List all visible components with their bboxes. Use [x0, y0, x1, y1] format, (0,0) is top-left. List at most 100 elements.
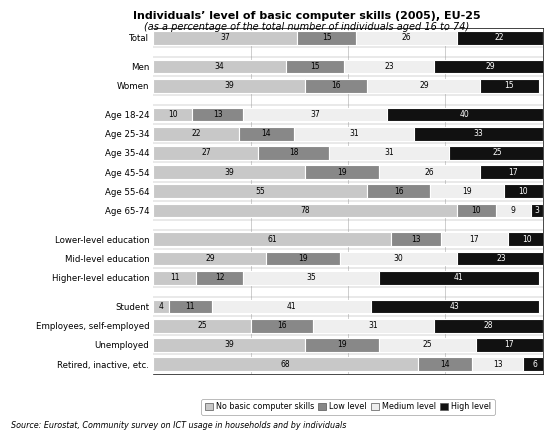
Bar: [153, 232, 391, 246]
Bar: [367, 79, 480, 92]
Bar: [153, 184, 367, 198]
Text: 29: 29: [205, 254, 215, 263]
Text: 25: 25: [197, 321, 207, 330]
Text: 10: 10: [518, 187, 528, 196]
Bar: [496, 203, 531, 217]
Text: 16: 16: [394, 187, 403, 196]
Text: 22: 22: [495, 33, 505, 42]
Bar: [153, 60, 286, 73]
Bar: [243, 271, 379, 285]
Bar: [153, 251, 266, 265]
Bar: [153, 31, 298, 44]
Text: 40: 40: [460, 110, 470, 119]
Bar: [480, 79, 539, 92]
Text: Individuals’ level of basic computer skills (2005), EU-25: Individuals’ level of basic computer ski…: [133, 11, 481, 21]
Text: 35: 35: [306, 273, 316, 282]
Bar: [294, 127, 414, 140]
Text: 9: 9: [511, 206, 516, 215]
Text: 37: 37: [310, 110, 320, 119]
Text: 4: 4: [159, 302, 164, 311]
Text: 26: 26: [425, 168, 435, 177]
Text: 17: 17: [505, 340, 514, 349]
Bar: [480, 165, 546, 179]
Bar: [251, 319, 313, 333]
Text: 61: 61: [267, 235, 277, 244]
Text: 22: 22: [191, 129, 201, 138]
Bar: [531, 203, 543, 217]
Bar: [379, 165, 480, 179]
Text: 11: 11: [186, 302, 195, 311]
Text: 39: 39: [225, 168, 234, 177]
Text: 13: 13: [411, 235, 421, 244]
Text: 16: 16: [332, 81, 341, 90]
Bar: [153, 319, 251, 333]
Bar: [441, 232, 507, 246]
Text: 15: 15: [310, 62, 319, 71]
Bar: [449, 146, 546, 160]
Text: 12: 12: [215, 273, 224, 282]
Bar: [243, 108, 387, 121]
Text: 25: 25: [423, 340, 432, 349]
Text: 25: 25: [493, 148, 503, 157]
Bar: [196, 271, 243, 285]
Text: 15: 15: [505, 81, 514, 90]
Text: 31: 31: [349, 129, 358, 138]
Bar: [367, 184, 430, 198]
Text: 34: 34: [215, 62, 225, 71]
Bar: [305, 338, 379, 352]
Bar: [523, 357, 546, 371]
Text: 19: 19: [299, 254, 308, 263]
Bar: [391, 232, 441, 246]
Text: 11: 11: [170, 273, 180, 282]
Text: 17: 17: [470, 235, 480, 244]
Bar: [328, 146, 449, 160]
Text: 29: 29: [485, 62, 495, 71]
Text: 13: 13: [493, 359, 503, 368]
Bar: [379, 271, 539, 285]
Bar: [305, 79, 367, 92]
Text: 23: 23: [384, 62, 393, 71]
Text: 15: 15: [322, 33, 332, 42]
Bar: [457, 203, 496, 217]
Bar: [372, 299, 539, 313]
Text: 37: 37: [220, 33, 230, 42]
Bar: [387, 108, 543, 121]
Bar: [192, 108, 243, 121]
Text: 10: 10: [168, 110, 178, 119]
Bar: [344, 60, 433, 73]
Text: 39: 39: [225, 81, 234, 90]
Bar: [266, 251, 340, 265]
Bar: [414, 127, 543, 140]
Text: 6: 6: [532, 359, 537, 368]
Bar: [259, 146, 329, 160]
Text: 41: 41: [454, 273, 464, 282]
Text: 41: 41: [287, 302, 296, 311]
Bar: [305, 165, 379, 179]
Text: 14: 14: [441, 359, 450, 368]
Bar: [153, 146, 259, 160]
Bar: [153, 299, 169, 313]
Text: 13: 13: [213, 110, 222, 119]
Text: 10: 10: [472, 206, 481, 215]
Bar: [457, 31, 543, 44]
Bar: [153, 127, 239, 140]
Bar: [356, 31, 457, 44]
Text: 28: 28: [483, 321, 493, 330]
Text: 55: 55: [255, 187, 265, 196]
Bar: [433, 60, 546, 73]
Text: 19: 19: [462, 187, 471, 196]
Text: 78: 78: [300, 206, 310, 215]
Text: 27: 27: [201, 148, 211, 157]
Bar: [153, 271, 196, 285]
Bar: [153, 203, 457, 217]
Bar: [340, 251, 457, 265]
Bar: [507, 232, 546, 246]
Bar: [379, 338, 476, 352]
Text: (as a percentage of the total number of individuals aged 16 to 74): (as a percentage of the total number of …: [144, 22, 470, 32]
Text: 16: 16: [277, 321, 287, 330]
Text: 26: 26: [402, 33, 411, 42]
Bar: [153, 108, 192, 121]
Text: 30: 30: [393, 254, 403, 263]
Text: 23: 23: [497, 254, 506, 263]
Text: 29: 29: [419, 81, 429, 90]
